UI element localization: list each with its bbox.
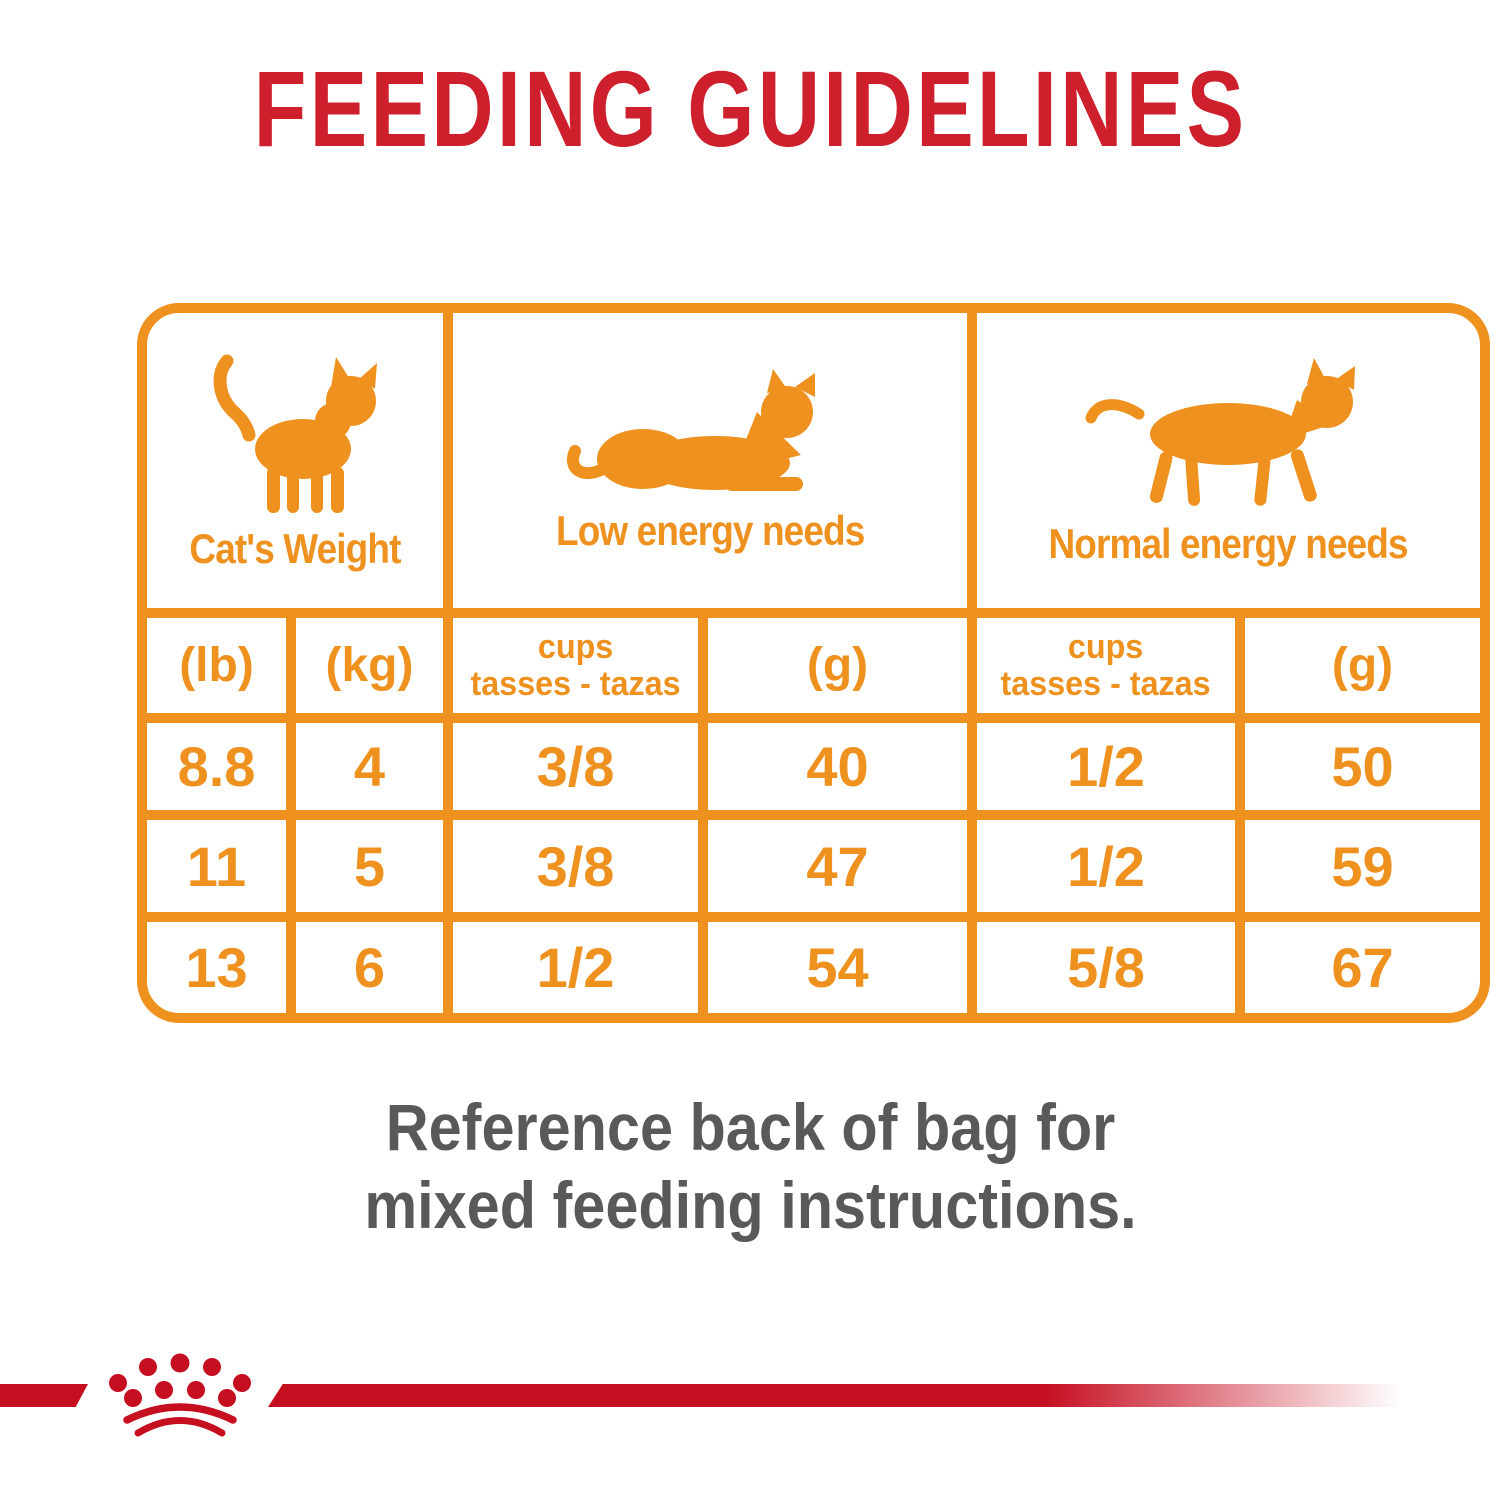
- header-g-low: (g): [708, 608, 977, 713]
- standing-cat-icon: [213, 354, 377, 513]
- note-line1: Reference back of bag for: [385, 1090, 1116, 1164]
- table-cell: 3/8: [453, 713, 708, 810]
- note-line2: mixed feeding instructions.: [364, 1168, 1137, 1242]
- table-cell: 1/2: [453, 912, 708, 1013]
- table-cell: 5: [296, 810, 453, 912]
- table-cell: 67: [1245, 912, 1480, 1013]
- group-low-energy: Low energy needs: [453, 313, 977, 608]
- page-title: FEEDING GUIDELINES: [253, 48, 1248, 169]
- group-normal-energy: Normal energy needs: [977, 313, 1480, 608]
- table-cell: 3/8: [453, 810, 708, 912]
- lying-cat-icon: [567, 368, 815, 491]
- header-cups-normal: cups tasses - tazas: [977, 608, 1245, 713]
- header-g-normal: (g): [1245, 608, 1480, 713]
- table-cell: 11: [147, 810, 296, 912]
- table-cell: 5/8: [977, 912, 1245, 1013]
- header-lb: (lb): [147, 608, 296, 713]
- brand-bar-right: [268, 1384, 1500, 1407]
- group-label: Cat's Weight: [189, 524, 401, 572]
- header-cups-low: cups tasses - tazas: [453, 608, 708, 713]
- table-cell: 4: [296, 713, 453, 810]
- table-cell: 8.8: [147, 713, 296, 810]
- table-cell: 1/2: [977, 713, 1245, 810]
- header-cups-line1: cups: [1068, 627, 1144, 666]
- table-cell: 59: [1245, 810, 1480, 912]
- mixed-feeding-note: Reference back of bag for mixed feeding …: [142, 1088, 1360, 1244]
- table-cell: 50: [1245, 713, 1480, 810]
- table-cell: 6: [296, 912, 453, 1013]
- group-label: Normal energy needs: [1048, 519, 1409, 567]
- header-cups-line1: cups: [537, 627, 614, 666]
- feeding-table: Cat's Weight Low energy needs: [137, 303, 1490, 1023]
- table-cell: 1/2: [977, 810, 1245, 912]
- royal-canin-crown-icon: [109, 1353, 251, 1437]
- table-cell: 13: [147, 912, 296, 1013]
- table-cell: 40: [708, 713, 977, 810]
- header-kg: (kg): [296, 608, 453, 713]
- group-cats-weight: Cat's Weight: [147, 313, 453, 608]
- header-cups-line2: tasses - tazas: [470, 664, 681, 703]
- brand-bar-left: [0, 1384, 88, 1407]
- walking-cat-icon: [1085, 357, 1355, 506]
- header-cups-line2: tasses - tazas: [1000, 664, 1212, 703]
- group-label: Low energy needs: [555, 506, 865, 554]
- table-cell: 47: [708, 810, 977, 912]
- table-cell: 54: [708, 912, 977, 1013]
